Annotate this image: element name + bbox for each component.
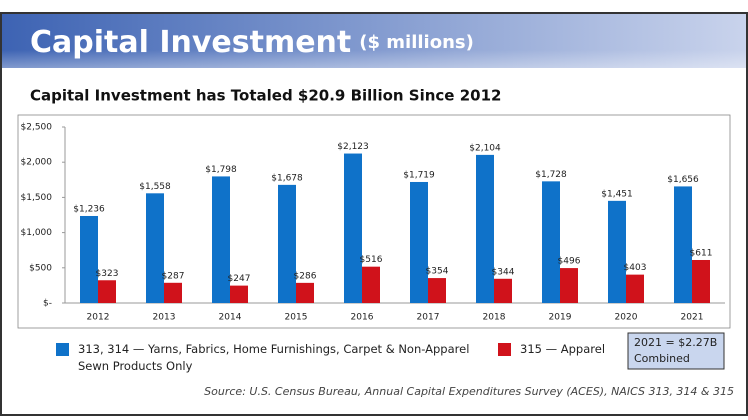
bar xyxy=(692,259,710,303)
value-label: $2,123 xyxy=(337,142,369,152)
value-label: $287 xyxy=(162,271,185,281)
value-label: $286 xyxy=(294,271,317,281)
value-label: $1,558 xyxy=(139,182,171,192)
bar xyxy=(212,176,230,303)
y-tick-label: $- xyxy=(43,299,52,309)
value-label: $1,656 xyxy=(667,175,699,185)
value-label: $1,451 xyxy=(601,189,633,199)
bar xyxy=(362,266,380,303)
y-tick-label: $1,500 xyxy=(21,193,53,203)
bar xyxy=(146,193,164,303)
x-tick-label: 2014 xyxy=(219,313,242,323)
annotation: Combined xyxy=(634,352,690,365)
bar xyxy=(494,278,512,303)
value-label: $247 xyxy=(228,274,251,284)
bar xyxy=(428,278,446,303)
legend-item: 315 — Apparel xyxy=(498,341,628,358)
legend-item: 313, 314 — Yarns, Fabrics, Home Furnishi… xyxy=(56,341,476,375)
value-label: $496 xyxy=(558,257,581,267)
title-main: Capital Investment xyxy=(30,25,351,60)
chart-title: Capital Investment ($ millions) xyxy=(30,25,474,60)
value-label: $2,104 xyxy=(469,143,501,153)
x-tick-label: 2017 xyxy=(417,313,440,323)
value-label: $1,678 xyxy=(271,173,303,183)
bar xyxy=(278,184,296,303)
legend-swatch xyxy=(56,343,69,356)
value-label: $403 xyxy=(624,263,647,273)
value-label: $1,236 xyxy=(73,204,105,214)
x-tick-label: 2021 xyxy=(681,313,704,323)
source: Source: U.S. Census Bureau, Annual Capit… xyxy=(204,385,734,398)
plot-frame xyxy=(17,114,731,329)
bar xyxy=(626,274,644,303)
title-unit: ($ millions) xyxy=(359,32,474,53)
value-label: $1,798 xyxy=(205,165,237,175)
value-label: $323 xyxy=(96,269,119,279)
x-tick-label: 2015 xyxy=(285,313,308,323)
value-label: $354 xyxy=(426,267,449,277)
subtitle: Capital Investment has Totaled $20.9 Bil… xyxy=(30,87,501,105)
x-tick-label: 2020 xyxy=(615,313,638,323)
bar xyxy=(344,153,362,303)
bar xyxy=(674,186,692,303)
legend-swatch xyxy=(498,343,511,356)
value-label: $1,728 xyxy=(535,170,567,180)
x-tick-label: 2013 xyxy=(153,313,176,323)
bar xyxy=(296,282,314,303)
value-label: $611 xyxy=(690,248,713,258)
annotation: 2021 = $2.27B xyxy=(634,336,717,349)
x-tick-label: 2019 xyxy=(549,313,572,323)
value-label: $516 xyxy=(360,255,383,265)
y-tick-label: $500 xyxy=(29,263,52,273)
header-shade xyxy=(2,50,746,68)
bar xyxy=(164,282,182,303)
x-tick-label: 2016 xyxy=(351,313,374,323)
annotation-box xyxy=(627,332,725,370)
legend-label: 313, 314 — Yarns, Fabrics, Home Furnishi… xyxy=(78,342,470,373)
y-tick-label: $2,500 xyxy=(21,123,53,133)
bar xyxy=(560,268,578,303)
value-label: $344 xyxy=(492,267,515,277)
y-tick-label: $2,000 xyxy=(21,158,53,168)
value-label: $1,719 xyxy=(403,170,435,180)
bar xyxy=(230,285,248,303)
bar xyxy=(542,181,560,303)
bar xyxy=(410,181,428,303)
bar xyxy=(476,154,494,303)
legend-label: 315 — Apparel xyxy=(520,342,606,356)
bar xyxy=(608,200,626,303)
bar xyxy=(98,280,116,303)
x-tick-label: 2012 xyxy=(87,313,110,323)
x-tick-label: 2018 xyxy=(483,313,506,323)
y-tick-label: $1,000 xyxy=(21,228,53,238)
bar xyxy=(80,215,98,303)
